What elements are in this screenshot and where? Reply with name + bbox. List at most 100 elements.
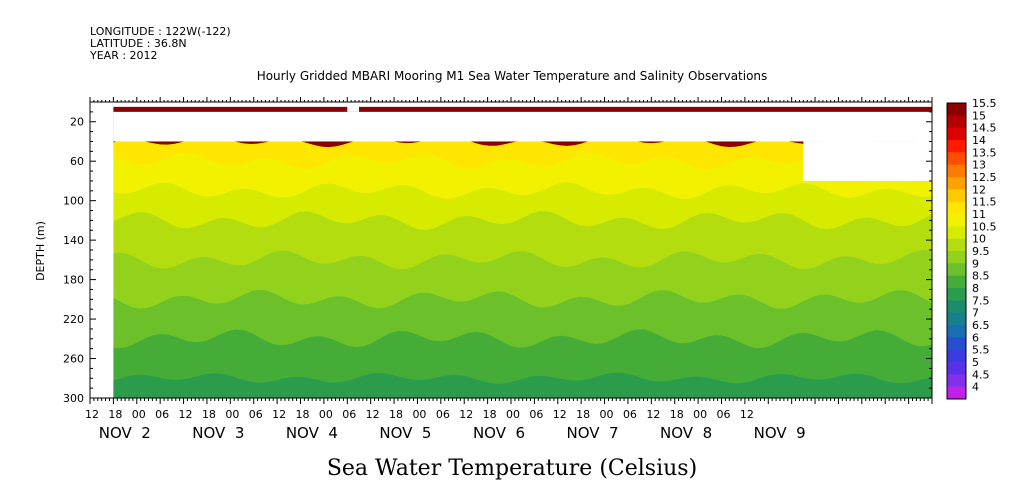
x-hour-label: 12 [366, 408, 380, 421]
colorbar-swatch [947, 238, 966, 252]
x-hour-label: 00 [412, 408, 426, 421]
colorbar-label: 11 [972, 208, 986, 221]
x-hour-label: 00 [600, 408, 614, 421]
colorbar-label: 15.5 [972, 97, 997, 110]
x-hour-label: 06 [623, 408, 637, 421]
x-hour-label: 18 [483, 408, 497, 421]
colorbar-swatch [947, 152, 966, 166]
colorbar-swatch [947, 374, 966, 388]
colorbar-label: 7.5 [972, 294, 990, 307]
colorbar-swatch [947, 300, 966, 314]
colorbar-swatch [947, 263, 966, 277]
x-hour-label: 12 [553, 408, 567, 421]
y-tick-label: 140 [63, 234, 84, 247]
x-hour-label: 12 [85, 408, 99, 421]
x-hour-label: 00 [319, 408, 333, 421]
year-label: YEAR : 2012 [89, 49, 158, 62]
x-hour-label: 00 [132, 408, 146, 421]
colorbar-swatch [947, 127, 966, 141]
longitude-label: LONGITUDE : 122W(-122) [90, 25, 231, 38]
colorbar-label: 12 [972, 183, 986, 196]
x-hour-label: 12 [179, 408, 193, 421]
colorbar-label: 4 [972, 381, 979, 394]
colorbar-swatch [947, 103, 966, 116]
colorbar-label: 5 [972, 356, 979, 369]
colorbar-swatch [947, 275, 966, 289]
colorbar-swatch [947, 226, 966, 240]
colorbar-swatch [947, 362, 966, 375]
colorbar-label: 6.5 [972, 319, 990, 332]
colorbar-swatch [947, 214, 966, 227]
x-day-label: NOV 9 [754, 424, 806, 442]
colorbar-label: 8.5 [972, 270, 990, 283]
x-hour-label: 06 [342, 408, 356, 421]
x-hour-label: 18 [296, 408, 310, 421]
colorbar-label: 7 [972, 307, 979, 320]
x-day-label: NOV 6 [473, 424, 525, 442]
colorbar-label: 5.5 [972, 344, 990, 357]
colorbar-label: 9.5 [972, 245, 990, 258]
colorbar-swatch [947, 312, 966, 326]
y-tick-label: 100 [63, 195, 84, 208]
y-tick-label: 180 [63, 274, 84, 287]
x-hour-label: 00 [225, 408, 239, 421]
x-hour-label: 18 [670, 408, 684, 421]
colorbar-label: 8 [972, 282, 979, 295]
y-axis-label: DEPTH (m) [34, 221, 47, 281]
x-day-label: NOV 4 [286, 424, 338, 442]
x-hour-label: 12 [646, 408, 660, 421]
x-hour-label: 18 [202, 408, 216, 421]
chart-title: Hourly Gridded MBARI Mooring M1 Sea Wate… [257, 69, 768, 83]
colorbar-swatch [947, 140, 966, 153]
colorbar-swatch [947, 189, 966, 203]
colorbar-label: 11.5 [972, 196, 997, 209]
missing-data-1 [90, 102, 114, 398]
x-axis: 12 18 00 06 12 18 00 06 12 18 00 06 12 18 00 06 12 18 00 06… [85, 398, 933, 442]
colorbar-swatch [947, 288, 966, 301]
colorbar-label: 10.5 [972, 220, 997, 233]
missing-data-4 [803, 141, 932, 181]
colorbar-swatch [947, 115, 966, 129]
x-day-label: NOV 7 [567, 424, 619, 442]
x-hour-label: 12 [459, 408, 473, 421]
colorbar: 15.51514.51413.51312.51211.51110.5109.59… [946, 97, 997, 400]
y-tick-label: 60 [70, 155, 84, 168]
y-tick-label: 20 [70, 116, 84, 129]
colorbar-label: 15 [972, 109, 986, 122]
x-hour-label: 18 [576, 408, 590, 421]
x-day-label: NOV 2 [99, 424, 151, 442]
plot-area [89, 101, 933, 399]
colorbar-swatch [947, 349, 966, 363]
colorbar-label: 12.5 [972, 171, 997, 184]
x-hour-label: 06 [155, 408, 169, 421]
y-tick-label: 220 [63, 313, 84, 326]
missing-data-2 [113, 111, 932, 142]
colorbar-swatch [947, 201, 966, 215]
x-hour-label: 06 [249, 408, 263, 421]
colorbar-frame [946, 102, 967, 400]
x-hour-label: 06 [717, 408, 731, 421]
x-day-label: NOV 3 [192, 424, 244, 442]
colorbar-swatch [947, 164, 966, 178]
x-hour-label: 00 [506, 408, 520, 421]
x-hour-label: 12 [272, 408, 286, 421]
x-hour-label: 00 [693, 408, 707, 421]
colorbar-label: 9 [972, 257, 979, 270]
colorbar-swatch [947, 337, 966, 351]
colorbar-swatch [947, 251, 966, 264]
x-hour-label: 06 [529, 408, 543, 421]
x-day-label: NOV 5 [379, 424, 431, 442]
y-tick-label: 260 [63, 353, 84, 366]
colorbar-swatch [947, 325, 966, 338]
colorbar-swatch [947, 386, 966, 400]
colorbar-swatch [947, 177, 966, 190]
x-hour-label: 06 [436, 408, 450, 421]
colorbar-label: 4.5 [972, 368, 990, 381]
x-day-label: NOV 8 [660, 424, 712, 442]
colorbar-label: 10 [972, 233, 986, 246]
colorbar-label: 13.5 [972, 146, 997, 159]
depth-band-280-300 [90, 372, 932, 398]
latitude-label: LATITUDE : 36.8N [90, 37, 187, 50]
x-hour-label: 18 [389, 408, 403, 421]
